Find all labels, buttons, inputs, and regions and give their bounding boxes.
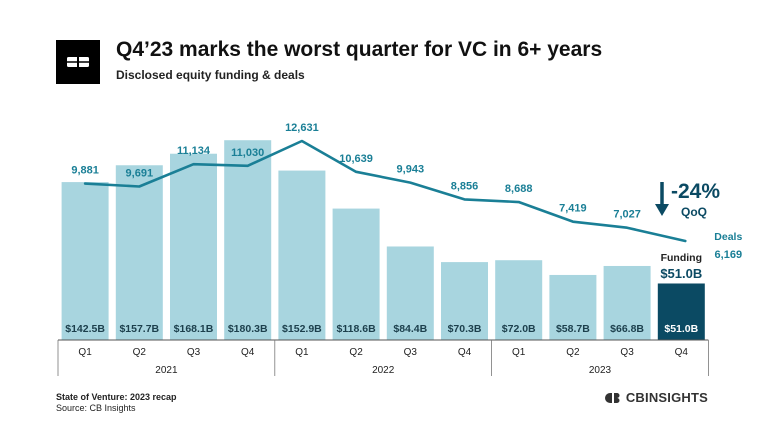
cb-logo-icon [56, 40, 100, 84]
funding-bar-label: $180.3B [228, 323, 268, 335]
funding-bar [386, 246, 434, 340]
funding-bar-label: $157.7B [119, 323, 159, 335]
funding-bar [115, 165, 163, 340]
funding-bar [657, 283, 705, 340]
funding-bar-label: $118.6B [337, 323, 377, 335]
deals-point-label: 12,631 [285, 122, 319, 134]
quarter-tick-label: Q3 [620, 347, 634, 358]
year-label: 2021 [155, 365, 178, 376]
funding-bar [61, 182, 109, 340]
deals-point-label: 8,856 [451, 180, 479, 192]
year-label: 2022 [372, 365, 395, 376]
deals-last-value: 6,169 [715, 249, 743, 261]
quarter-tick-label: Q3 [187, 347, 201, 358]
funding-bar-label: $66.8B [610, 323, 644, 335]
funding-bar [224, 140, 272, 340]
deals-point-label: 7,419 [559, 203, 587, 215]
funding-bar [170, 153, 217, 340]
quarter-tick-label: Q2 [133, 347, 147, 358]
quarter-tick-label: Q4 [458, 347, 472, 358]
qoq-label: QoQ [681, 205, 707, 219]
deals-point-label: 8,688 [505, 183, 533, 195]
source-text: Source: CB Insights [56, 403, 136, 413]
deals-point-label: 11,030 [231, 147, 264, 159]
deals-point-label: 9,881 [71, 165, 99, 177]
funding-bar [549, 274, 597, 340]
brand-text: CBINSIGHTS [625, 390, 708, 405]
quarter-tick-label: Q4 [675, 347, 689, 358]
chart-subtitle: Disclosed equity funding & deals [116, 68, 305, 82]
deals-line [83, 139, 687, 243]
quarter-tick-label: Q2 [566, 347, 580, 358]
funding-bar [603, 265, 651, 340]
funding-bar [441, 262, 488, 340]
funding-bar [278, 170, 326, 340]
deals-point-label: 7,027 [613, 209, 641, 221]
footer-source: State of Venture: 2023 recap Source: CB … [56, 392, 177, 414]
quarter-tick-label: Q3 [404, 347, 418, 358]
funding-bar-label: $70.3B [448, 323, 482, 335]
deals-legend-label: Deals [714, 231, 742, 243]
deals-point-label: 11,134 [177, 145, 211, 157]
quarter-tick-label: Q1 [295, 347, 309, 358]
funding-bar-label: $142.5B [65, 323, 105, 335]
chart-title: Q4’23 marks the worst quarter for VC in … [116, 38, 603, 61]
year-label: 2023 [589, 365, 612, 376]
cbinsights-brand: CBINSIGHTS [604, 390, 708, 405]
report-name: State of Venture: 2023 recap [56, 392, 177, 402]
quarter-tick-label: Q4 [241, 347, 255, 358]
down-arrow-head-icon [655, 204, 669, 216]
funding-bar-label: $72.0B [502, 323, 536, 335]
funding-bar-label: $58.7B [556, 323, 590, 335]
cbinsights-logo-icon [604, 392, 620, 403]
funding-last-value: $51.0B [660, 266, 702, 281]
funding-bar [495, 260, 543, 340]
funding-bar-label: $84.4B [393, 323, 427, 335]
quarter-tick-label: Q1 [78, 347, 92, 358]
funding-bar-label: $51.0B [664, 323, 698, 335]
funding-bar-label: $152.9B [282, 323, 322, 335]
deals-point-label: 10,639 [339, 153, 373, 165]
deals-point-label: 9,691 [126, 167, 154, 179]
deals-point-label: 9,943 [397, 164, 425, 176]
funding-bar-label: $168.1B [174, 323, 214, 335]
quarter-tick-label: Q1 [512, 347, 526, 358]
funding-legend-label: Funding [661, 252, 702, 264]
qoq-change-value: -24% [671, 180, 720, 203]
quarter-tick-label: Q2 [349, 347, 363, 358]
funding-bar [332, 208, 380, 340]
